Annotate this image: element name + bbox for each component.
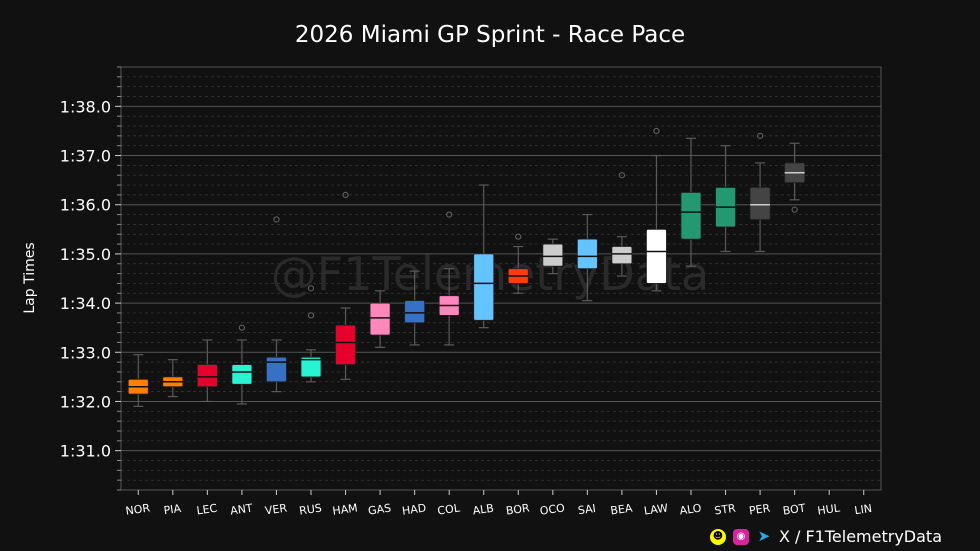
box-had bbox=[404, 270, 426, 346]
x-tick-label: VER bbox=[264, 502, 288, 518]
box-ant bbox=[231, 324, 253, 405]
box-gas bbox=[369, 290, 391, 348]
footer: ☻ ◉ ➤ X / F1TelemetryData bbox=[709, 527, 942, 546]
box-sai bbox=[576, 213, 598, 302]
box-iqr bbox=[335, 324, 356, 365]
y-tick-label: 1:36.0 bbox=[60, 196, 111, 215]
box-col bbox=[438, 211, 460, 346]
snapchat-icon[interactable]: ☻ bbox=[709, 528, 726, 545]
box-str bbox=[715, 145, 736, 253]
y-tick-label: 1:35.0 bbox=[60, 245, 111, 264]
x-tick-label: STR bbox=[714, 502, 737, 518]
outlier-point bbox=[307, 285, 315, 292]
outlier-point bbox=[273, 216, 280, 223]
x-tick-label: BEA bbox=[610, 501, 634, 517]
boxes bbox=[127, 127, 806, 407]
box-iqr bbox=[749, 187, 771, 220]
box-iqr bbox=[300, 356, 322, 378]
x-tick-label: BOR bbox=[505, 501, 531, 517]
box-iqr bbox=[404, 300, 426, 324]
y-axis-label: Lap Times bbox=[22, 242, 38, 313]
y-axis: 1:31.0 1:32.0 1:33.0 1:34.0 1:35.0 1:36.0 1:37… bbox=[60, 66, 121, 491]
box-iqr bbox=[646, 228, 667, 284]
y-tick-label: 1:33.0 bbox=[60, 343, 111, 362]
x-axis: NOR PIA LEC ANT VER RUS HAM GAS HAD COL ALB BOR OCO S… bbox=[125, 490, 873, 518]
box-iqr bbox=[680, 192, 702, 240]
box-iqr bbox=[576, 238, 598, 270]
outlier-point bbox=[791, 206, 798, 213]
x-tick-label: HAD bbox=[401, 501, 427, 517]
x-tick-label: GAS bbox=[367, 501, 392, 517]
box-law bbox=[646, 127, 667, 292]
outlier-point bbox=[756, 132, 764, 139]
box-ham bbox=[335, 191, 356, 380]
outlier-point bbox=[618, 172, 626, 179]
box-oco bbox=[542, 238, 564, 275]
outlier-point bbox=[307, 312, 315, 319]
instagram-icon[interactable]: ◉ bbox=[732, 528, 749, 545]
x-tick-label: PIA bbox=[163, 502, 183, 517]
box-nor bbox=[127, 354, 149, 407]
box-ver bbox=[266, 216, 287, 393]
x-tick-label: HAM bbox=[332, 501, 359, 517]
box-iqr bbox=[369, 302, 391, 336]
outlier-point bbox=[653, 127, 660, 135]
x-tick-label: LIN bbox=[854, 502, 873, 517]
outlier-point bbox=[515, 233, 522, 240]
box-alb bbox=[473, 184, 495, 329]
box-iqr bbox=[231, 364, 253, 385]
outlier-point bbox=[342, 191, 349, 198]
x-tick-label: COL bbox=[437, 501, 462, 517]
box-iqr bbox=[266, 356, 287, 383]
box-pia bbox=[162, 359, 184, 398]
y-tick-label: 1:32.0 bbox=[60, 392, 111, 411]
y-tick-label: 1:37.0 bbox=[60, 147, 111, 166]
x-tick-label: ANT bbox=[229, 501, 253, 517]
x-tick-label: NOR bbox=[125, 501, 151, 517]
x-tick-label: PER bbox=[748, 502, 771, 518]
x-tick-label: RUS bbox=[298, 502, 322, 518]
telegram-icon[interactable]: ➤ bbox=[757, 527, 771, 545]
x-tick-label: HUL bbox=[817, 501, 842, 517]
box-bor bbox=[507, 233, 529, 294]
grid-lines bbox=[121, 66, 881, 491]
x-tick-label: ALO bbox=[679, 502, 703, 518]
x-tick-label: BOT bbox=[782, 501, 807, 517]
box-bot bbox=[784, 142, 806, 213]
box-iqr bbox=[611, 246, 633, 265]
x-tick-label: LEC bbox=[196, 502, 219, 518]
x-tick-label: SAI bbox=[577, 502, 597, 517]
box-iqr bbox=[196, 364, 218, 388]
x-tick-label: LAW bbox=[643, 501, 669, 517]
box-rus bbox=[300, 285, 322, 383]
box-bea bbox=[611, 172, 633, 277]
box-per bbox=[749, 132, 771, 253]
plot-frame bbox=[120, 66, 882, 491]
x-tick-label: OCO bbox=[539, 501, 566, 517]
box-lec bbox=[196, 339, 218, 403]
y-tick-label: 1:31.0 bbox=[60, 442, 111, 461]
social-handle: X / F1TelemetryData bbox=[778, 527, 942, 546]
box-iqr bbox=[473, 253, 495, 321]
box-alo bbox=[680, 137, 702, 267]
y-tick-label: 1:34.0 bbox=[60, 294, 111, 313]
outlier-point bbox=[238, 324, 246, 331]
x-tick-label: ALB bbox=[472, 502, 495, 518]
box-iqr bbox=[542, 243, 564, 267]
chart-title: 2026 Miami GP Sprint - Race Pace bbox=[294, 22, 686, 48]
y-tick-label: 1:38.0 bbox=[60, 97, 111, 116]
outlier-point bbox=[446, 211, 453, 218]
